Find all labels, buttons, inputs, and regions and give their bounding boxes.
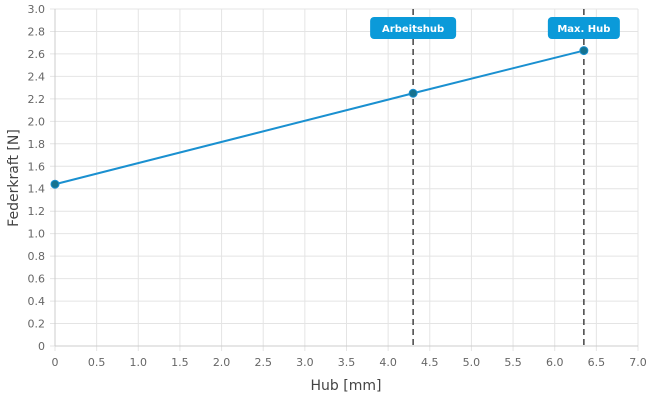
series-layer: [50, 46, 589, 189]
x-tick-label: 6.5: [588, 356, 606, 369]
marker-label-box: [370, 17, 457, 39]
x-axis-title: Hub [mm]: [311, 378, 382, 394]
y-tick-label: 2.0: [28, 115, 46, 128]
x-tick-label: 6.0: [546, 356, 564, 369]
x-tick-label: 1.5: [171, 356, 189, 369]
x-tick-label: 5.5: [504, 356, 522, 369]
marker-label: Arbeitshub: [382, 24, 444, 35]
y-tick-label: 2.8: [28, 25, 46, 38]
x-tick-label: 2.5: [254, 356, 272, 369]
tick-labels: 0 0.5 1.0 1.5 2.0 2.5 3.0 3.5 4.0 4.5 5.0 5.5 6.0 6.5…: [28, 3, 647, 369]
y-tick-label: 0: [38, 340, 45, 353]
x-tick-label: 0.5: [88, 356, 106, 369]
series-line: [54, 49, 585, 186]
data-point: [50, 179, 60, 189]
data-point: [408, 88, 418, 98]
marker-label-box: [547, 17, 620, 39]
y-tick-label: 0.6: [28, 273, 46, 286]
y-tick-label: 3.0: [28, 3, 46, 16]
y-tick-label: 0.8: [28, 250, 46, 263]
y-tick-label: 2.6: [28, 48, 46, 61]
grid: [50, 8, 639, 351]
y-tick-label: 0.2: [28, 318, 46, 331]
y-tick-label: 1.4: [28, 183, 46, 196]
marker-label: Max. Hub: [557, 24, 610, 35]
x-tick-label: 4.5: [421, 356, 439, 369]
reference-markers: Arbeitshub Max. Hub: [370, 9, 620, 346]
x-tick-label: 5.0: [463, 356, 481, 369]
data-point: [579, 46, 589, 56]
x-tick-label: 3.0: [296, 356, 314, 369]
y-axis-title: Federkraft [N]: [6, 129, 22, 227]
y-tick-label: 1.8: [28, 138, 46, 151]
x-tick-label: 3.5: [338, 356, 356, 369]
y-tick-label: 2.4: [28, 70, 46, 83]
axes: [54, 9, 638, 347]
x-tick-label: 7.0: [629, 356, 647, 369]
x-tick-label: 0: [52, 356, 59, 369]
y-tick-label: 1.0: [28, 228, 46, 241]
x-tick-label: 2.0: [213, 356, 231, 369]
x-tick-label: 4.0: [379, 356, 397, 369]
y-tick-label: 0.4: [28, 295, 46, 308]
x-tick-label: 1.0: [130, 356, 148, 369]
y-tick-label: 2.2: [28, 93, 46, 106]
y-tick-label: 1.6: [28, 160, 46, 173]
y-tick-label: 1.2: [28, 205, 46, 218]
